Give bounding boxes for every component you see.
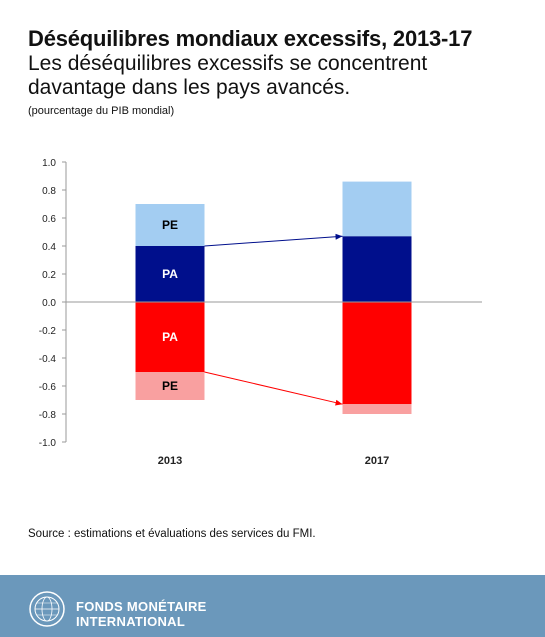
chart-header: Déséquilibres mondiaux excessifs, 2013-1… bbox=[28, 26, 528, 117]
trend-arrow bbox=[204, 371, 343, 406]
bar-segment-pe-2017 bbox=[342, 181, 412, 237]
segment-label-pa-2013: PA bbox=[162, 330, 178, 344]
y-tick-label: -0.6 bbox=[39, 382, 57, 393]
x-category-label: 2013 bbox=[158, 455, 182, 467]
y-tick-label: -0.2 bbox=[39, 326, 57, 337]
y-tick-label: 1.0 bbox=[42, 158, 56, 169]
org-name-line2: INTERNATIONAL bbox=[76, 614, 186, 629]
y-tick-label: 0.2 bbox=[42, 270, 56, 281]
bar-segment-pe-2013 bbox=[135, 204, 205, 246]
x-category-label: 2017 bbox=[365, 455, 389, 467]
source-note: Source : estimations et évaluations des … bbox=[28, 528, 316, 540]
bar-segment-pa-2017 bbox=[342, 236, 412, 302]
bar-segment-pe-2017 bbox=[342, 404, 412, 414]
stacked-bar-chart: 1.0 0.8 0.6 0.4 0.2 0.0 -0.2 -0.4 -0.6 -0.8 -1.0 PA… bbox=[39, 158, 482, 467]
segment-label-pa-2013: PA bbox=[162, 267, 178, 281]
y-tick-label: 0.0 bbox=[42, 298, 56, 309]
org-name: FONDS MONÉTAIRE INTERNATIONAL bbox=[76, 599, 207, 629]
chart-title: Déséquilibres mondiaux excessifs, 2013-1… bbox=[28, 26, 473, 51]
y-tick-label: -0.4 bbox=[39, 354, 57, 365]
y-tick-label: -0.8 bbox=[39, 410, 57, 421]
imf-seal-icon bbox=[29, 591, 65, 627]
footer-banner: FONDS MONÉTAIRE INTERNATIONAL bbox=[0, 575, 545, 637]
y-tick-label: -1.0 bbox=[39, 438, 57, 449]
y-tick-label: 0.4 bbox=[42, 242, 56, 253]
chart-unit: (pourcentage du PIB mondial) bbox=[28, 105, 175, 117]
bar-segment-pa-2013 bbox=[135, 246, 205, 302]
y-tick-label: 0.8 bbox=[42, 186, 56, 197]
org-name-line1: FONDS MONÉTAIRE bbox=[76, 599, 207, 614]
chart-subtitle: Les déséquilibres excessifs se concentre… bbox=[28, 52, 428, 99]
bar-segment-pa-2013 bbox=[135, 302, 205, 372]
bar-segment-pa-2017 bbox=[342, 302, 412, 405]
segment-label-pe-2013: PE bbox=[162, 379, 178, 393]
segment-label-pe-2013: PE bbox=[162, 218, 178, 232]
trend-arrow bbox=[204, 233, 343, 247]
bar-segment-pe-2013 bbox=[135, 372, 205, 400]
y-tick-label: 0.6 bbox=[42, 214, 56, 225]
